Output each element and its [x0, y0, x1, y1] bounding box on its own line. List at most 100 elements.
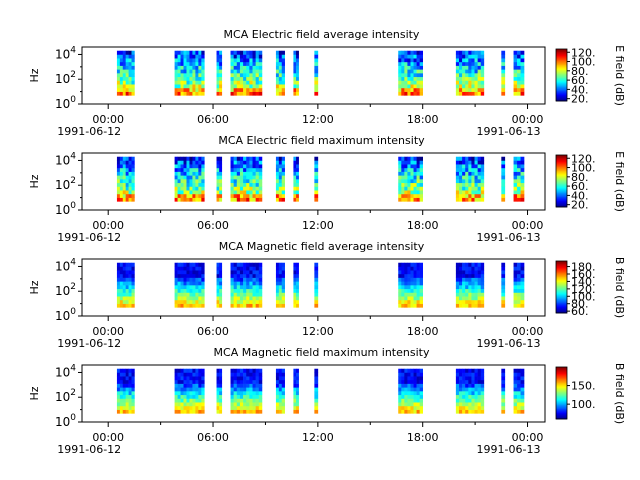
spectrogram-cell: [275, 405, 280, 410]
spectrogram-cell: [122, 175, 126, 180]
spectrogram-cell: [462, 190, 466, 195]
spectrogram-cell: [122, 292, 126, 297]
spectrogram-cell: [520, 379, 525, 384]
spectrogram-cell: [243, 190, 247, 195]
spectrogram-cell: [471, 167, 475, 172]
spectrogram-cell: [501, 288, 506, 293]
spectrogram-cell: [278, 391, 283, 396]
colorbar: 20.40.60.80.100.120. E field (dB): [555, 151, 626, 212]
spectrogram-cell: [189, 50, 193, 55]
spectrogram-cell: [177, 193, 181, 198]
spectrogram-cell: [249, 394, 253, 399]
spectrogram-cell: [252, 91, 256, 96]
spectrogram-cell: [517, 80, 521, 85]
spectrogram-cell: [465, 299, 469, 304]
spectrogram-cell: [230, 190, 234, 195]
spectrogram-cell: [513, 167, 518, 172]
spectrogram-cell: [186, 266, 190, 271]
spectrogram-cell: [236, 285, 241, 290]
spectrogram-cell: [404, 270, 408, 275]
spectrogram-cell: [480, 167, 485, 172]
spectrogram-cell: [252, 387, 256, 392]
spectrogram-cell: [249, 175, 253, 180]
spectrogram-cell: [180, 50, 184, 55]
colorbar-cell: [556, 396, 567, 399]
spectrogram-cell: [230, 84, 234, 89]
spectrogram-cell: [233, 262, 238, 267]
spectrogram-cell: [198, 197, 202, 202]
spectrogram-cell: [216, 190, 220, 195]
spectrogram-cell: [474, 167, 478, 172]
colorbar-cell: [556, 311, 567, 314]
spectrogram-cell: [180, 84, 184, 89]
spectrogram-cell: [517, 160, 521, 165]
colorbar-cell: [556, 65, 567, 68]
spectrogram-cell: [275, 164, 280, 169]
spectrogram-cell: [239, 197, 244, 202]
spectrogram: [116, 368, 525, 414]
spectrogram-cell: [243, 179, 247, 184]
spectrogram-cell: [131, 171, 135, 176]
spectrogram-cell: [125, 376, 129, 381]
spectrogram-cell: [258, 87, 263, 92]
spectrogram-cell: [258, 58, 263, 63]
spectrogram-cell: [246, 405, 250, 410]
spectrogram-cell: [398, 197, 402, 202]
colorbar-cell: [556, 63, 567, 65]
spectrogram-cell: [501, 171, 506, 176]
spectrogram-cell: [520, 80, 525, 85]
spectrogram-cell: [465, 368, 469, 373]
spectrogram-cell: [243, 299, 247, 304]
spectrogram-cell: [275, 372, 280, 377]
spectrogram-cell: [177, 186, 181, 191]
spectrogram-cell: [249, 376, 253, 381]
spectrogram-cell: [131, 160, 135, 165]
spectrogram-cell: [471, 262, 475, 267]
spectrogram-cell: [177, 296, 181, 301]
spectrogram-cell: [296, 65, 299, 70]
spectrogram-cell: [275, 285, 280, 290]
spectrogram-cell: [180, 69, 184, 74]
spectrogram-cell: [186, 164, 190, 169]
spectrogram-cell: [233, 368, 238, 373]
spectrogram-cell: [116, 394, 121, 399]
spectrogram-cell: [249, 405, 253, 410]
spectrogram-cell: [177, 80, 181, 85]
spectrogram-cell: [513, 182, 518, 187]
spectrogram-cell: [462, 273, 466, 278]
spectrogram-cell: [201, 171, 205, 176]
spectrogram-cell: [174, 50, 178, 55]
spectrogram-cell: [513, 292, 518, 297]
spectrogram-cell: [471, 186, 475, 191]
spectrogram-cell: [186, 84, 190, 89]
spectrogram-cell: [462, 368, 466, 373]
spectrogram-cell: [116, 273, 121, 278]
spectrogram-cell: [520, 175, 525, 180]
spectrogram-cell: [198, 91, 202, 96]
spectrogram-cell: [122, 156, 126, 161]
spectrogram-cell: [180, 76, 184, 81]
y-tick-label: 102: [55, 70, 76, 86]
colorbar-cell: [556, 393, 567, 395]
spectrogram-cell: [252, 288, 256, 293]
spectrogram-cell: [258, 69, 263, 74]
spectrogram-cell: [471, 368, 475, 373]
spectrogram-cell: [122, 402, 126, 407]
spectrogram-cell: [195, 69, 199, 74]
spectrogram-cell: [192, 179, 196, 184]
spectrogram-cell: [513, 266, 518, 271]
spectrogram: [116, 262, 525, 308]
spectrogram-cell: [180, 262, 184, 267]
spectrogram-cell: [517, 164, 521, 169]
spectrogram-cell: [278, 171, 283, 176]
spectrogram-cell: [404, 156, 408, 161]
spectrogram-cell: [398, 61, 402, 66]
spectrogram-cell: [189, 285, 193, 290]
spectrogram-cell: [281, 69, 285, 74]
spectrogram-cell: [471, 69, 475, 74]
spectrogram-cell: [119, 372, 124, 377]
spectrogram-cell: [246, 303, 250, 308]
spectrogram-cell: [517, 76, 521, 81]
spectrogram-cell: [116, 65, 121, 70]
spectrogram-cell: [230, 398, 234, 403]
